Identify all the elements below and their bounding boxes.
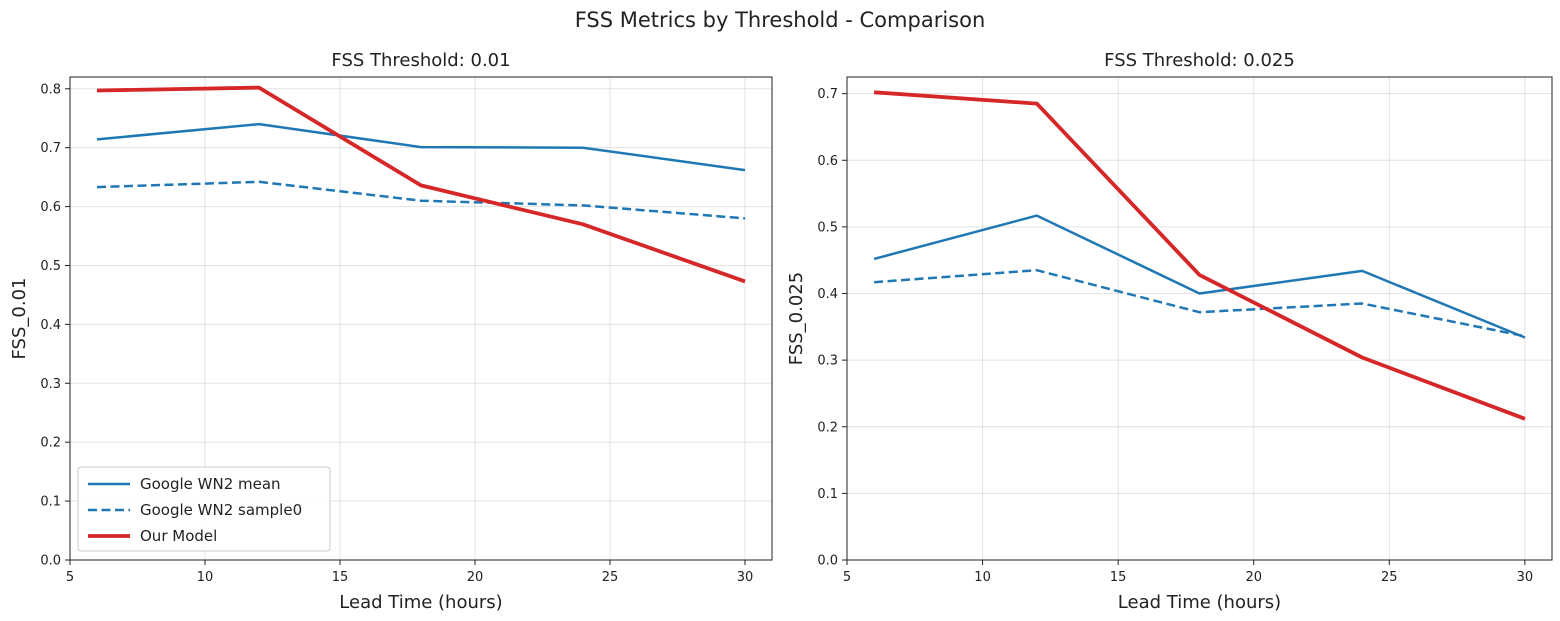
y-tick-label: 0.7 [817, 87, 838, 102]
series-group [873, 90, 1526, 421]
chart-title: FSS Threshold: 0.01 [331, 50, 510, 71]
legend-label: Google WN2 mean [140, 475, 281, 493]
y-axis-label: FSS_0.025 [786, 272, 807, 365]
x-tick-label: 5 [66, 570, 74, 585]
chart-fss-0-01: 5 10 15 20 25 30 0.0 0.1 0.2 0.3 0.4 0.5 0.6 0.7 0.8 FS… [9, 50, 773, 613]
x-tick-label: 30 [1517, 570, 1534, 585]
x-tick-label: 15 [1110, 570, 1127, 585]
y-tick-label: 0.0 [817, 554, 838, 569]
y-tick-label: 0.3 [40, 377, 61, 392]
y-tick-label: 0.0 [40, 554, 61, 569]
x-tick-label: 25 [602, 570, 619, 585]
y-tick-label: 0.2 [817, 420, 838, 435]
chart-title: FSS Threshold: 0.025 [1104, 50, 1295, 71]
x-axis-label: Lead Time (hours) [1118, 592, 1281, 613]
chart-fss-0-025: 5 10 15 20 25 30 0.0 0.1 0.2 0.3 0.4 0.5 0.6 0.7 FSS T… [786, 50, 1553, 613]
y-tick-label: 0.1 [40, 495, 61, 510]
y-tick-label: 0.3 [817, 354, 838, 369]
legend-box [77, 466, 331, 552]
x-tick-label: 20 [467, 570, 484, 585]
legend-label: Google WN2 sample0 [140, 501, 302, 519]
y-tick-label: 0.6 [817, 154, 838, 169]
x-tick-label: 5 [843, 570, 851, 585]
y-tick-label: 0.6 [40, 200, 61, 215]
plot-frame [69, 76, 773, 561]
y-tick-label: 0.1 [817, 487, 838, 502]
y-tick-label: 0.5 [817, 220, 838, 235]
series-line-our-model [873, 90, 1526, 421]
series-group [96, 85, 746, 284]
x-tick-label: 10 [974, 570, 991, 585]
x-tick-label: 10 [197, 570, 214, 585]
x-axis-label: Lead Time (hours) [339, 592, 502, 613]
y-tick-label: 0.5 [40, 259, 61, 274]
y-axis-label: FSS_0.01 [9, 278, 30, 360]
x-tick-label: 20 [1245, 570, 1262, 585]
plot-frame [846, 76, 1553, 561]
y-tick-label: 0.4 [40, 318, 61, 333]
x-tick-label: 30 [737, 570, 754, 585]
y-tick-label: 0.4 [817, 287, 838, 302]
figure-suptitle: FSS Metrics by Threshold - Comparison [575, 8, 986, 32]
legend-label: Our Model [140, 527, 217, 545]
y-tick-label: 0.2 [40, 436, 61, 451]
series-line-google-wn2-sample0 [874, 268, 1526, 338]
y-tick-label: 0.8 [40, 82, 61, 97]
x-tick-label: 15 [332, 570, 349, 585]
x-tick-label: 25 [1381, 570, 1398, 585]
y-tick-label: 0.7 [40, 141, 61, 156]
legend: Google WN2 mean Google WN2 sample0 Our Mod… [77, 466, 331, 552]
